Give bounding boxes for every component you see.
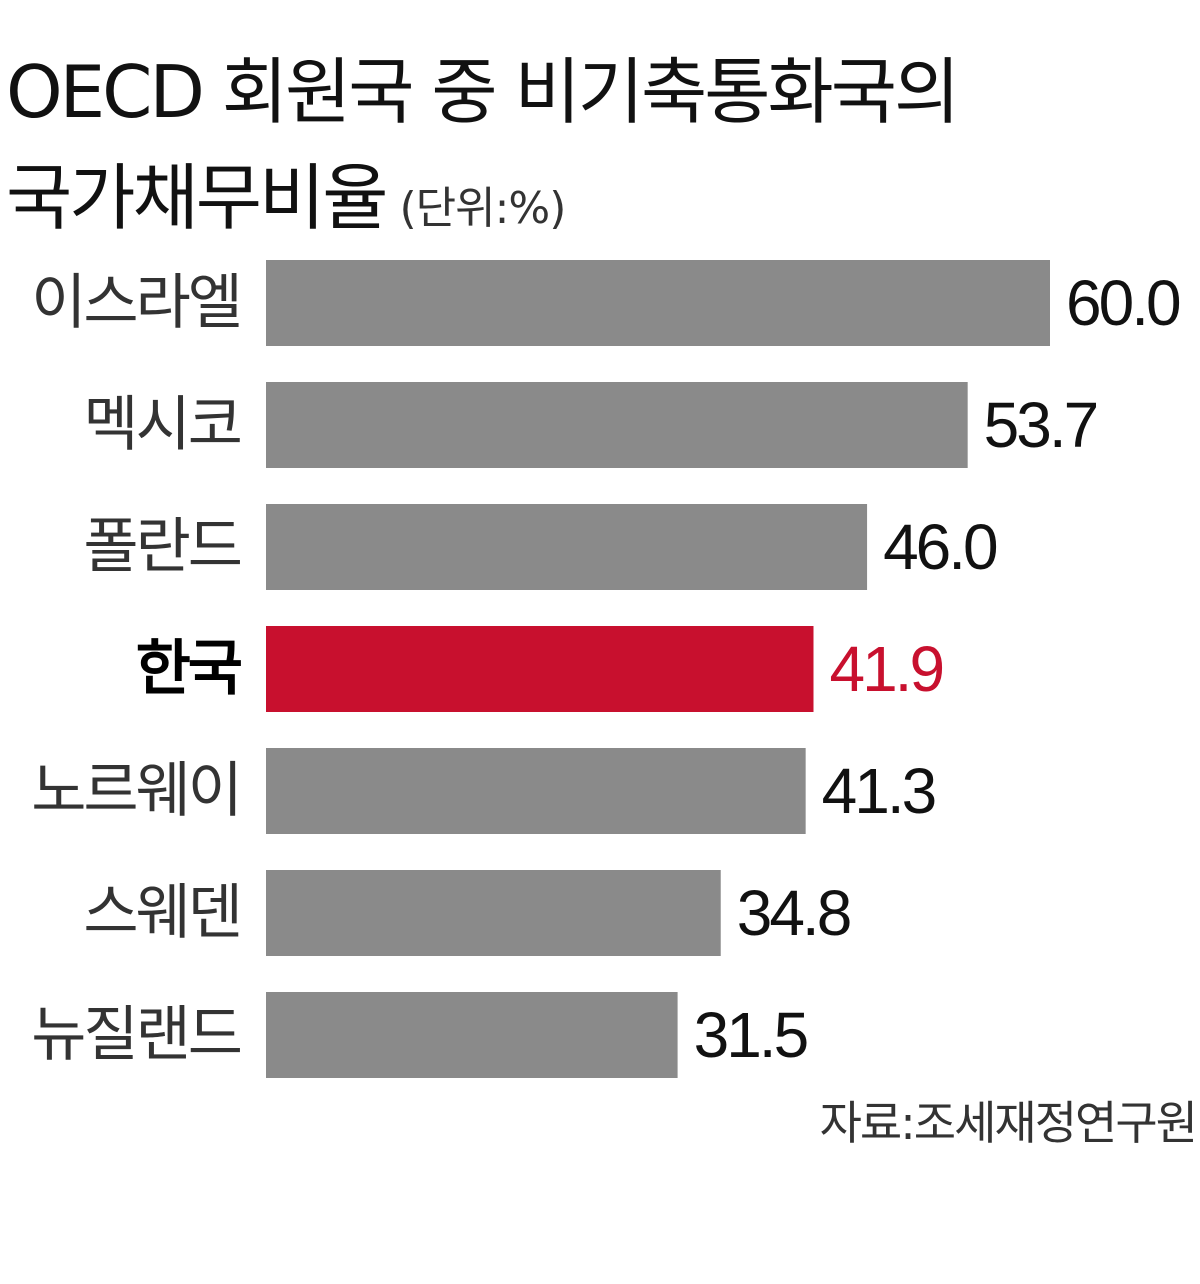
category-label-1: 멕시코 [83,390,240,460]
value-label-2: 46.0 [883,511,997,583]
bar-2 [266,504,868,590]
value-label-5: 34.8 [737,877,850,949]
value-label-4: 41.3 [822,755,935,827]
chart-title-line-2-text: 국가채무비율 [6,156,388,240]
chart-title-line-2: 국가채무비율 (단위:%) [6,162,566,234]
chart-title-line-1: OECD 회원국 중 비기축통화국의 [6,50,960,134]
category-label-0: 이스라엘 [31,268,240,338]
category-label-5: 스웨덴 [83,878,240,948]
value-label-6: 31.5 [694,999,807,1071]
category-label-2: 폴란드 [83,512,240,582]
category-label-4: 노르웨이 [31,756,240,826]
bar-1 [266,382,968,468]
unit-label: (단위:%) [399,183,566,234]
bar-3 [266,626,814,712]
value-label-0: 60.0 [1066,267,1180,339]
bar-5 [266,870,721,956]
value-label-3: 41.9 [829,633,942,705]
category-label-3: 한국 [136,634,242,704]
bar-4 [266,748,806,834]
value-label-1: 53.7 [984,389,1097,461]
bar-6 [266,992,678,1078]
source-note: 자료:조세재정연구원 [819,1096,1198,1150]
bar-0 [266,260,1050,346]
category-label-6: 뉴질랜드 [31,1000,241,1070]
